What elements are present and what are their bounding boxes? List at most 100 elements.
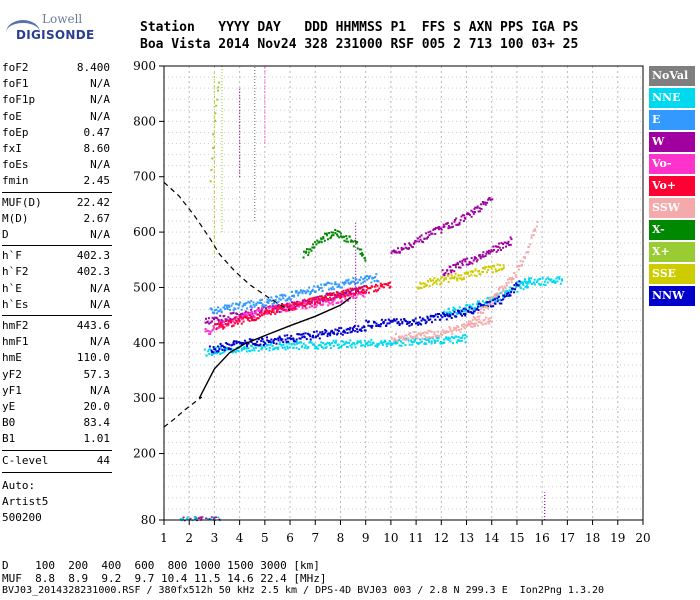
echo-point: [246, 312, 249, 315]
echo-point: [230, 312, 233, 315]
echo-point: [484, 201, 487, 204]
echo-point: [394, 250, 397, 253]
echo-point: [313, 344, 316, 347]
echo-point: [473, 211, 476, 213]
echo-point: [497, 288, 500, 291]
echo-point: [204, 330, 207, 333]
echo-point: [244, 310, 247, 313]
echo-point: [271, 308, 274, 311]
echo-point: [230, 321, 232, 324]
echo-point: [261, 307, 264, 310]
echo-point: [473, 308, 476, 311]
echo-point: [487, 320, 490, 323]
echo-point: [354, 346, 357, 349]
param-key: yE: [2, 400, 16, 413]
echo-point: [445, 311, 448, 314]
echo-point: [371, 324, 374, 327]
echo-point: [373, 285, 376, 288]
echo-point: [338, 283, 341, 286]
echo-point: [393, 249, 395, 252]
echo-point: [264, 304, 266, 307]
echo-point: [497, 245, 500, 248]
echo-point: [217, 89, 219, 92]
echo-point: [457, 309, 459, 312]
echo-point: [454, 219, 456, 221]
echo-point: [311, 298, 314, 301]
echo-point: [275, 342, 278, 345]
echo-point: [241, 347, 244, 350]
echo-point: [468, 308, 471, 311]
echo-point: [352, 280, 354, 283]
echo-point: [251, 306, 254, 309]
echo-point: [480, 321, 483, 324]
echo-point: [313, 303, 316, 306]
echo-point: [433, 281, 436, 284]
echo-point: [288, 342, 291, 345]
echo-point: [348, 292, 351, 295]
echo-point: [561, 278, 563, 281]
echo-point: [186, 516, 189, 518]
echo-point: [371, 277, 374, 280]
echo-point: [320, 295, 323, 298]
echo-point: [512, 287, 514, 290]
echo-point: [318, 298, 321, 301]
echo-point: [345, 279, 348, 282]
echo-point: [248, 319, 251, 322]
echo-point: [311, 246, 314, 249]
echo-point: [315, 346, 318, 348]
echo-point: [290, 308, 293, 311]
echo-point: [333, 288, 336, 291]
echo-point: [295, 291, 298, 294]
echo-point: [449, 269, 452, 272]
echo-point: [238, 303, 241, 306]
echo-point: [443, 338, 446, 341]
legend-entry: SSW: [649, 198, 695, 218]
param-key: hmF1: [2, 335, 29, 349]
echo-point: [261, 298, 264, 301]
echo-point: [478, 305, 481, 308]
echo-point: [428, 337, 431, 340]
echo-point: [516, 290, 519, 293]
echo-point: [312, 243, 315, 246]
echo-point: [362, 278, 365, 281]
echo-point: [425, 284, 428, 287]
echo-point: [481, 255, 484, 258]
echo-point: [301, 345, 304, 348]
echo-point: [479, 302, 482, 305]
echo-point: [483, 304, 485, 307]
echo-point: [206, 329, 209, 332]
echo-point: [409, 332, 412, 334]
echo-point: [281, 308, 284, 311]
echo-point: [469, 323, 471, 326]
echo-point: [314, 241, 317, 244]
echo-point: [456, 279, 459, 282]
echo-point: [276, 304, 279, 307]
param-value: 402.3: [76, 249, 110, 263]
echo-point: [475, 322, 478, 325]
echo-point: [357, 291, 360, 294]
echo-point: [462, 220, 465, 222]
echo-point: [491, 271, 494, 274]
echo-point: [528, 277, 531, 280]
echo-point: [449, 340, 452, 343]
echo-point: [383, 283, 386, 286]
echo-point: [212, 325, 215, 328]
echo-point: [408, 324, 411, 327]
echo-point: [317, 295, 320, 298]
echo-point: [290, 343, 293, 345]
echo-point: [462, 325, 465, 328]
echo-point: [324, 300, 327, 303]
echo-point: [442, 314, 445, 317]
echo-point: [236, 322, 239, 325]
echo-point: [480, 203, 483, 206]
echo-point: [246, 307, 248, 310]
echo-point: [464, 314, 467, 317]
echo-point: [394, 342, 397, 345]
echo-point: [322, 235, 325, 238]
echo-point: [454, 315, 457, 318]
echo-point: [339, 286, 342, 289]
echo-point: [463, 327, 466, 330]
echo-point: [224, 307, 227, 310]
echo-point: [251, 345, 254, 348]
echo-point: [466, 304, 469, 307]
